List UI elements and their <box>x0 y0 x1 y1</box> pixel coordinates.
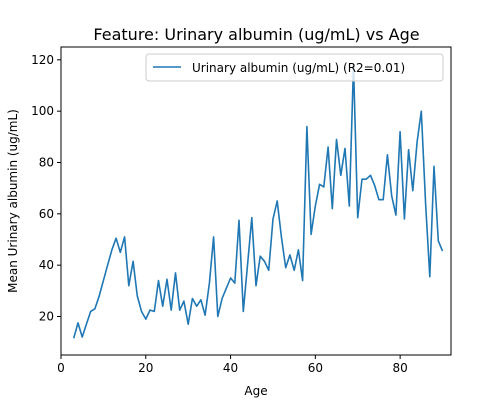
y-tick-label-4: 100 <box>31 104 54 118</box>
y-tick-label-3: 80 <box>39 156 54 170</box>
x-tick-label-1: 20 <box>138 361 153 375</box>
x-tick-label-2: 40 <box>223 361 238 375</box>
plot-frame <box>60 46 452 356</box>
chart-title: Feature: Urinary albumin (ug/mL) vs Age <box>93 25 419 44</box>
axis-ticks: 0 20 40 60 80 20 40 60 80 100 120 <box>31 53 408 375</box>
legend-label: Urinary albumin (ug/mL) (R2=0.01) <box>192 61 405 75</box>
series-lines <box>72 64 444 339</box>
legend: Urinary albumin (ug/mL) (R2=0.01) <box>145 53 444 82</box>
x-tick-label-0: 0 <box>57 361 65 375</box>
y-tick-label-5: 120 <box>31 53 54 67</box>
y-tick-label-0: 20 <box>39 310 54 324</box>
x-tick-label-4: 80 <box>392 361 407 375</box>
series-line-0 <box>72 64 444 339</box>
y-tick-label-2: 60 <box>39 207 54 221</box>
y-axis-label: Mean Urinary albumin (ug/mL) <box>6 109 20 293</box>
x-axis-label: Age <box>244 384 267 398</box>
y-tick-label-1: 40 <box>39 258 54 272</box>
legend-box <box>145 53 444 82</box>
x-tick-label-3: 60 <box>308 361 323 375</box>
